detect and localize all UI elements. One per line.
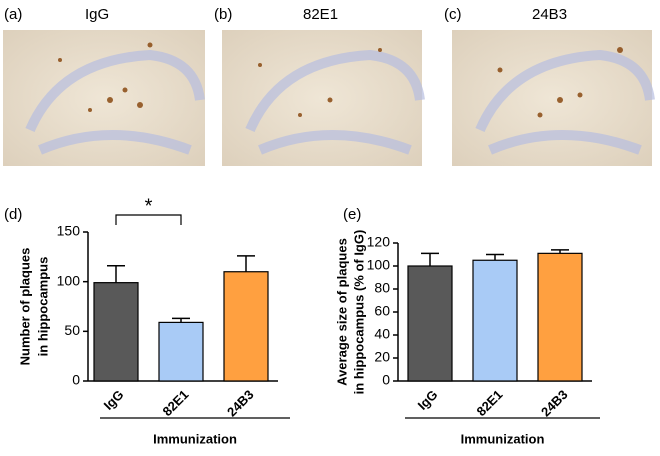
y-tick-label: 120 <box>367 234 391 250</box>
y-tick-label: 80 <box>374 280 390 296</box>
y-tick-label: 100 <box>367 257 391 273</box>
x-tick-label: IgG <box>415 387 441 413</box>
y-tick-label: 40 <box>374 326 390 342</box>
bar <box>472 259 518 382</box>
x-axis-label: Immunization <box>153 431 237 446</box>
significance-label: * <box>145 195 153 217</box>
micrograph-b <box>222 30 425 166</box>
bar <box>223 271 269 382</box>
panel-label: (a) <box>4 6 22 23</box>
y-tick-label: 20 <box>374 349 390 365</box>
x-tick-label: 82E1 <box>473 387 505 419</box>
y-axis-label: in hippocampus <box>35 257 50 357</box>
bar <box>93 282 139 382</box>
x-tick-label: 24B3 <box>538 387 571 420</box>
y-axis-label: Number of plaques <box>17 248 32 366</box>
panel-label: (d) <box>4 206 22 223</box>
x-axis-label: Immunization <box>461 431 545 446</box>
plaque-dots <box>58 42 623 118</box>
y-axis-label: in hippocampus (% of IgG) <box>351 230 366 395</box>
y-tick-label: 60 <box>374 303 390 319</box>
x-tick-label: IgG <box>101 387 127 413</box>
y-axis-label: Average size of plaques <box>334 238 349 386</box>
image-title: IgG <box>85 6 109 23</box>
significance-bracket <box>115 214 182 225</box>
panel-label: (e) <box>343 206 361 223</box>
bar <box>537 252 583 382</box>
y-tick-label: 50 <box>64 322 80 338</box>
x-tick-label: 24B3 <box>224 387 257 420</box>
image-title: 24B3 <box>532 6 567 23</box>
panel-label: (c) <box>444 6 462 23</box>
y-tick-label: 0 <box>382 372 390 388</box>
micrograph-a <box>3 30 205 166</box>
panel-label: (b) <box>214 6 232 23</box>
x-tick-label: 82E1 <box>159 387 191 419</box>
bar <box>158 321 204 382</box>
bar <box>407 265 453 382</box>
image-title: 82E1 <box>303 6 338 23</box>
y-tick-label: 100 <box>57 272 81 288</box>
y-tick-label: 150 <box>57 223 81 239</box>
y-tick-label: 0 <box>72 372 80 388</box>
